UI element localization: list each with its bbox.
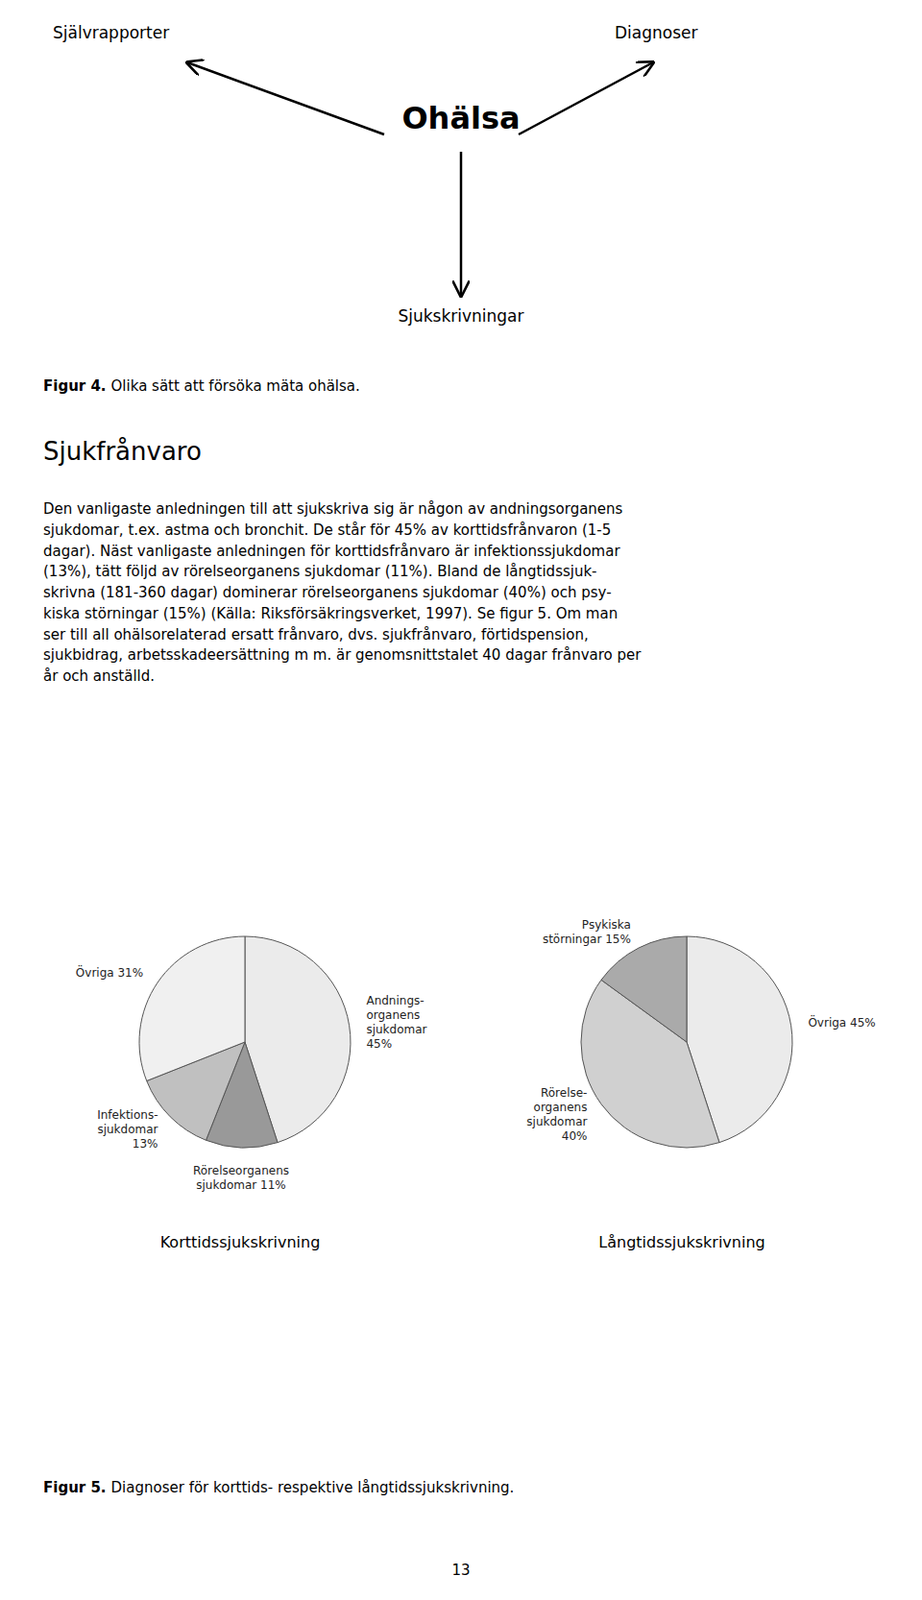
svg-text:Sjukskrivningar: Sjukskrivningar bbox=[397, 306, 524, 326]
svg-text:Självrapporter: Självrapporter bbox=[52, 23, 170, 43]
svg-text:Övriga 45%: Övriga 45% bbox=[807, 1014, 875, 1030]
html-text:13: 13 bbox=[451, 1561, 471, 1579]
svg-text:Ohälsa: Ohälsa bbox=[401, 99, 520, 137]
svg-text:Andnings-organenssjukdomar45%: Andnings-organenssjukdomar45% bbox=[365, 994, 427, 1051]
html-text:Figur 5. Diagnoser för korttid: Figur 5. Diagnoser för korttids- respekt… bbox=[43, 1479, 515, 1497]
html-text:Korttidssjukskrivning: Korttidssjukskrivning bbox=[160, 1233, 321, 1252]
svg-text:Övriga 31%: Övriga 31% bbox=[75, 964, 144, 980]
html-text:Långtidssjukskrivning: Långtidssjukskrivning bbox=[598, 1233, 766, 1252]
svg-text:Diagnoser: Diagnoser bbox=[614, 23, 699, 43]
html-text:Sjukfrånvaro: Sjukfrånvaro bbox=[43, 436, 202, 466]
svg-text:Psykiskastörningar 15%: Psykiskastörningar 15% bbox=[542, 918, 631, 947]
svg-text:Rörelseorganenssjukdomar 11%: Rörelseorganenssjukdomar 11% bbox=[193, 1164, 290, 1192]
svg-text:Infektions-sjukdomar13%: Infektions-sjukdomar13% bbox=[97, 1108, 158, 1151]
html-text:Den vanligaste anledningen til: Den vanligaste anledningen till att sjuk… bbox=[43, 500, 642, 685]
svg-text:Rörelse-organenssjukdomar40%: Rörelse-organenssjukdomar40% bbox=[526, 1086, 587, 1143]
html-text:Figur 4. Olika sätt att försök: Figur 4. Olika sätt att försöka mäta ohä… bbox=[43, 377, 360, 395]
